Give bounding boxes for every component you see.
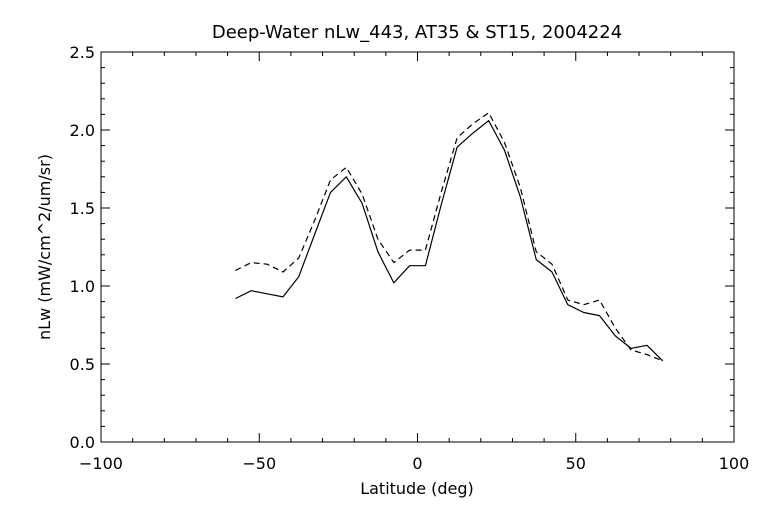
y-tick-label: 2.0 <box>70 121 95 140</box>
y-tick-label: 1.5 <box>70 199 95 218</box>
axes-layer: −100 −50 0 50 100 0.0 0.5 1.0 1.5 2.0 2.5 <box>70 43 750 473</box>
plot-frame <box>100 51 735 443</box>
chart-title: Deep-Water nLw_443, AT35 & ST15, 2004224 <box>212 22 622 43</box>
y-tick-label: 0.5 <box>70 355 95 374</box>
y-tick-label: 0.0 <box>70 433 95 452</box>
x-tick-label: −100 <box>79 454 123 473</box>
x-tick-label: 100 <box>719 454 750 473</box>
series-line-solid <box>235 119 664 362</box>
x-axis-label: Latitude (deg) <box>360 479 474 498</box>
series-line-dashed <box>235 112 664 362</box>
series-layer <box>235 112 664 362</box>
x-tick-label: −50 <box>242 454 276 473</box>
y-tick-label: 1.0 <box>70 277 95 296</box>
y-tick-label: 2.5 <box>70 43 95 62</box>
y-axis-label: nLw (mW/cm^2/um/sr) <box>35 154 54 340</box>
x-tick-label: 50 <box>566 454 586 473</box>
x-tick-label: 0 <box>412 454 422 473</box>
